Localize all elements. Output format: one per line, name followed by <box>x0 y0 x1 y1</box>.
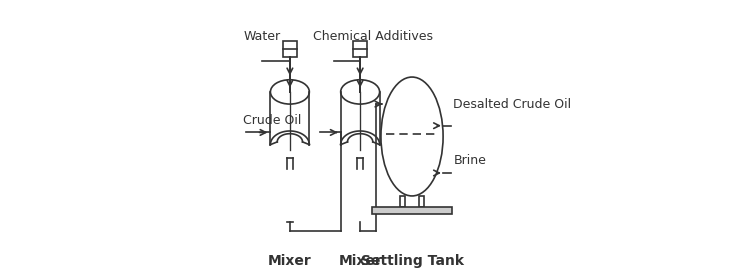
Bar <box>353 41 367 57</box>
Text: Settling Tank: Settling Tank <box>361 254 464 268</box>
Text: Mixer: Mixer <box>268 254 312 268</box>
Text: Mixer: Mixer <box>338 254 382 268</box>
Text: Water: Water <box>243 30 280 43</box>
Text: Crude Oil: Crude Oil <box>243 114 302 127</box>
Text: Brine: Brine <box>453 154 486 167</box>
Bar <box>371 207 452 213</box>
Bar <box>419 196 424 207</box>
Text: Chemical Additives: Chemical Additives <box>313 30 433 43</box>
Text: Desalted Crude Oil: Desalted Crude Oil <box>453 97 572 111</box>
Bar <box>400 196 405 207</box>
Bar <box>283 41 297 57</box>
